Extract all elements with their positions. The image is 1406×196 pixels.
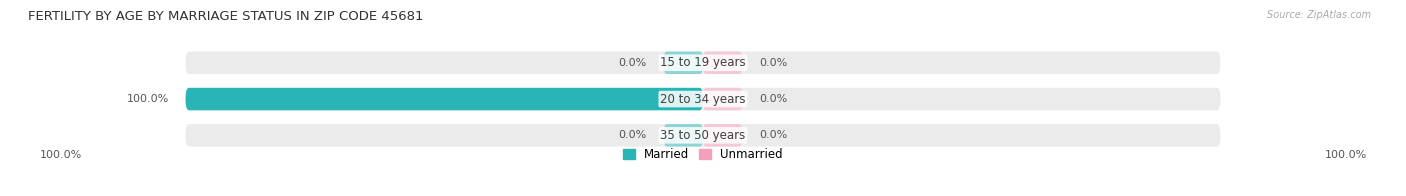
Text: 35 to 50 years: 35 to 50 years: [661, 129, 745, 142]
Text: 20 to 34 years: 20 to 34 years: [661, 93, 745, 106]
Text: 15 to 19 years: 15 to 19 years: [661, 56, 745, 69]
FancyBboxPatch shape: [703, 88, 742, 110]
Text: 0.0%: 0.0%: [759, 94, 787, 104]
Text: FERTILITY BY AGE BY MARRIAGE STATUS IN ZIP CODE 45681: FERTILITY BY AGE BY MARRIAGE STATUS IN Z…: [28, 10, 423, 23]
FancyBboxPatch shape: [186, 88, 1220, 110]
Text: 0.0%: 0.0%: [759, 58, 787, 68]
Text: 100.0%: 100.0%: [127, 94, 169, 104]
FancyBboxPatch shape: [664, 124, 703, 147]
Legend: Married, Unmarried: Married, Unmarried: [623, 148, 783, 161]
FancyBboxPatch shape: [664, 52, 703, 74]
Text: 0.0%: 0.0%: [619, 130, 647, 140]
Text: 0.0%: 0.0%: [619, 58, 647, 68]
FancyBboxPatch shape: [186, 88, 703, 110]
Text: 100.0%: 100.0%: [39, 150, 82, 160]
FancyBboxPatch shape: [186, 124, 1220, 147]
Text: Source: ZipAtlas.com: Source: ZipAtlas.com: [1267, 10, 1371, 20]
Text: 0.0%: 0.0%: [759, 130, 787, 140]
Text: 20 to 34 years: 20 to 34 years: [661, 93, 745, 106]
FancyBboxPatch shape: [186, 52, 1220, 74]
Text: 35 to 50 years: 35 to 50 years: [661, 129, 745, 142]
FancyBboxPatch shape: [703, 52, 742, 74]
FancyBboxPatch shape: [703, 124, 742, 147]
Text: 100.0%: 100.0%: [1324, 150, 1367, 160]
Text: 15 to 19 years: 15 to 19 years: [661, 56, 745, 69]
